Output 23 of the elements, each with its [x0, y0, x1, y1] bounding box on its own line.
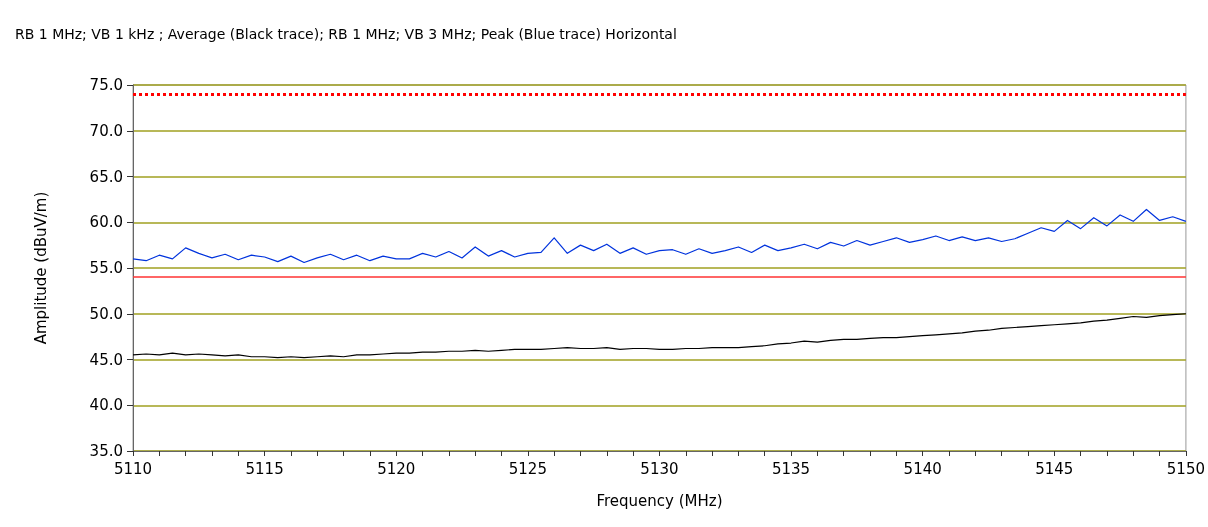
y-tick-label: 40.0: [89, 396, 123, 415]
x-tick-label: 5125: [508, 459, 547, 478]
y-tick-label: 50.0: [89, 304, 123, 323]
y-tick-label: 65.0: [89, 167, 123, 186]
x-tick-label: 5145: [1035, 459, 1074, 478]
x-tick-label: 5120: [377, 459, 416, 478]
line-series: [132, 208, 1187, 264]
x-tick-label: 5130: [640, 459, 679, 478]
chart-title: RB 1 MHz; VB 1 kHz ; Average (Black trace); RB 1 MHz; VB 3 MHz; Peak (Blue trace) Horizontal: [15, 26, 677, 42]
x-tick-label: 5150: [1166, 459, 1206, 478]
y-tick-label: 60.0: [89, 213, 123, 232]
x-tick-label: 5140: [903, 459, 942, 478]
y-tick-label: 45.0: [89, 350, 123, 369]
y-tick-label: 75.0: [89, 76, 123, 94]
y-axis-title: Amplitude (dBuV/m): [31, 191, 50, 345]
x-axis-title: Frequency (MHz): [596, 491, 723, 510]
x-tick-label: 5110: [113, 459, 153, 478]
y-tick-label: 35.0: [89, 442, 123, 460]
line-series: [132, 313, 1187, 359]
y-tick-label: 70.0: [89, 121, 123, 140]
y-tick-label: 55.0: [89, 259, 123, 277]
x-tick-label: 5115: [245, 459, 284, 478]
x-tick-label: 5135: [771, 459, 811, 478]
